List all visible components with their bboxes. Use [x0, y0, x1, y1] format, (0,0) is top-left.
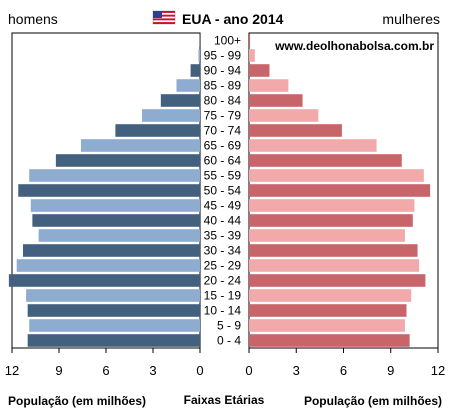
- bar-men-14: [22, 244, 200, 257]
- age-label-4: 80 - 84: [204, 94, 242, 108]
- age-label-12: 40 - 44: [204, 214, 242, 228]
- bar-men-6: [115, 124, 200, 137]
- axis-ticks: 12 9 6 3 0 0 3 6 9 12: [5, 348, 445, 378]
- bar-women-10: [249, 184, 431, 197]
- left-axis-title: População (em milhões): [8, 394, 146, 408]
- age-label-16: 20 - 24: [204, 274, 242, 288]
- bar-men-1: [198, 49, 200, 62]
- tick-label-left-2: 6: [102, 363, 109, 378]
- bar-women-12: [249, 214, 413, 227]
- bar-men-9: [29, 169, 200, 182]
- tick-label-left-1: 9: [55, 363, 62, 378]
- age-label-5: 75 - 79: [204, 109, 242, 123]
- bar-women-1: [249, 49, 255, 62]
- bar-women-15: [249, 259, 420, 272]
- age-label-8: 60 - 64: [204, 154, 242, 168]
- age-label-15: 25 - 29: [204, 259, 242, 273]
- bar-men-8: [55, 154, 200, 167]
- bar-women-16: [249, 274, 426, 287]
- us-flag-icon: [152, 10, 176, 25]
- bar-women-5: [249, 109, 319, 122]
- age-label-6: 70 - 74: [204, 124, 242, 138]
- age-label-0: 100+: [214, 34, 241, 48]
- tick-label-right-4: 12: [431, 363, 445, 378]
- age-label-11: 45 - 49: [204, 199, 242, 213]
- bar-men-11: [30, 199, 200, 212]
- bar-men-10: [18, 184, 201, 197]
- bar-men-12: [32, 214, 200, 227]
- bar-women-4: [249, 94, 303, 107]
- bar-women-6: [249, 124, 342, 137]
- right-axis-title: População (em milhões): [304, 394, 442, 408]
- bar-women-2: [249, 64, 270, 77]
- bar-men-15: [16, 259, 201, 272]
- women-side-label: mulheres: [382, 11, 440, 27]
- men-bars: [8, 34, 201, 347]
- bar-men-5: [142, 109, 200, 122]
- age-label-7: 65 - 69: [204, 139, 242, 153]
- tick-label-right-1: 3: [293, 363, 300, 378]
- tick-label-left-3: 3: [149, 363, 156, 378]
- bar-men-20: [27, 334, 200, 347]
- age-label-3: 85 - 89: [204, 79, 242, 93]
- age-label-19: 5 - 9: [217, 319, 241, 333]
- bar-men-16: [8, 274, 200, 287]
- age-label-14: 30 - 34: [204, 244, 242, 258]
- age-label-9: 55 - 59: [204, 169, 242, 183]
- source-watermark: www.deolhonabolsa.com.br: [274, 39, 434, 53]
- bar-men-13: [38, 229, 201, 242]
- tick-label-left-0: 12: [5, 363, 19, 378]
- bar-women-11: [249, 199, 415, 212]
- age-label-10: 50 - 54: [204, 184, 242, 198]
- tick-label-right-2: 6: [340, 363, 347, 378]
- center-axis-title: Faixas Etárias: [184, 393, 265, 407]
- age-label-2: 90 - 94: [204, 64, 242, 78]
- bar-men-3: [176, 79, 200, 92]
- bar-women-14: [249, 244, 418, 257]
- chart-title: EUA - ano 2014: [182, 11, 284, 27]
- bar-women-0: [249, 34, 251, 47]
- bar-women-18: [249, 304, 407, 317]
- age-label-13: 35 - 39: [204, 229, 242, 243]
- tick-label-left-4: 0: [196, 363, 203, 378]
- bar-women-19: [249, 319, 405, 332]
- bar-women-13: [249, 229, 405, 242]
- tick-label-right-3: 9: [387, 363, 394, 378]
- age-label-1: 95 - 99: [204, 49, 242, 63]
- bar-men-7: [80, 139, 200, 152]
- bar-women-20: [249, 334, 410, 347]
- men-side-label: homens: [8, 11, 58, 27]
- bar-women-7: [249, 139, 377, 152]
- age-label-18: 10 - 14: [204, 304, 242, 318]
- tick-label-right-0: 0: [245, 363, 252, 378]
- bar-men-4: [160, 94, 200, 107]
- women-bars: [249, 34, 431, 347]
- age-label-20: 0 - 4: [217, 334, 241, 348]
- bar-women-9: [249, 169, 424, 182]
- age-label-17: 15 - 19: [204, 289, 242, 303]
- bar-men-18: [27, 304, 200, 317]
- bar-women-8: [249, 154, 402, 167]
- bar-men-19: [29, 319, 200, 332]
- bar-men-17: [26, 289, 200, 302]
- bar-women-3: [249, 79, 289, 92]
- bar-men-2: [190, 64, 200, 77]
- bar-women-17: [249, 289, 412, 302]
